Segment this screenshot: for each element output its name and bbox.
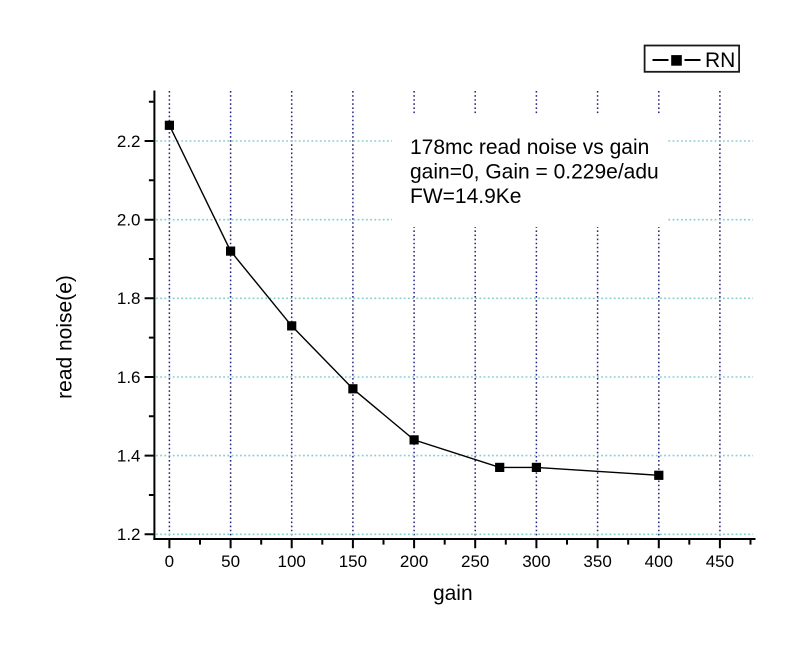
svg-text:450: 450 [706, 552, 734, 571]
svg-text:150: 150 [339, 552, 367, 571]
svg-text:1.6: 1.6 [117, 368, 141, 387]
svg-text:1.2: 1.2 [117, 525, 141, 544]
svg-text:400: 400 [645, 552, 673, 571]
svg-text:1.4: 1.4 [117, 447, 141, 466]
svg-text:100: 100 [278, 552, 306, 571]
svg-text:RN: RN [705, 49, 735, 72]
svg-text:178mc read noise vs gain: 178mc read noise vs gain [410, 136, 649, 159]
svg-text:FW=14.9Ke: FW=14.9Ke [410, 185, 521, 208]
svg-text:gain=0, Gain = 0.229e/adu: gain=0, Gain = 0.229e/adu [410, 161, 659, 184]
svg-text:2.0: 2.0 [117, 211, 141, 230]
svg-text:350: 350 [583, 552, 611, 571]
svg-text:2.2: 2.2 [117, 132, 141, 151]
svg-text:300: 300 [522, 552, 550, 571]
svg-text:200: 200 [400, 552, 428, 571]
svg-text:250: 250 [461, 552, 489, 571]
svg-text:read noise(e): read noise(e) [54, 275, 77, 399]
svg-text:gain: gain [433, 582, 473, 605]
svg-text:0: 0 [165, 552, 174, 571]
svg-text:1.8: 1.8 [117, 289, 141, 308]
svg-text:50: 50 [221, 552, 240, 571]
